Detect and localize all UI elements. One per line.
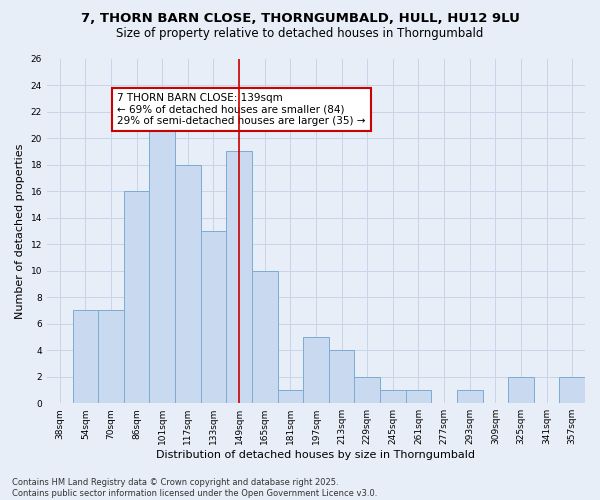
Text: 7, THORN BARN CLOSE, THORNGUMBALD, HULL, HU12 9LU: 7, THORN BARN CLOSE, THORNGUMBALD, HULL,…	[80, 12, 520, 26]
Bar	[329, 350, 355, 403]
Text: Contains HM Land Registry data © Crown copyright and database right 2025.
Contai: Contains HM Land Registry data © Crown c…	[12, 478, 377, 498]
Bar	[252, 270, 278, 403]
Bar	[98, 310, 124, 403]
Bar	[200, 231, 226, 403]
Bar	[278, 390, 303, 403]
Bar	[457, 390, 482, 403]
Bar	[559, 376, 585, 403]
X-axis label: Distribution of detached houses by size in Thorngumbald: Distribution of detached houses by size …	[157, 450, 475, 460]
Bar	[149, 125, 175, 403]
Text: 7 THORN BARN CLOSE: 139sqm
← 69% of detached houses are smaller (84)
29% of semi: 7 THORN BARN CLOSE: 139sqm ← 69% of deta…	[117, 93, 365, 126]
Bar	[508, 376, 534, 403]
Bar	[380, 390, 406, 403]
Text: Size of property relative to detached houses in Thorngumbald: Size of property relative to detached ho…	[116, 28, 484, 40]
Y-axis label: Number of detached properties: Number of detached properties	[15, 143, 25, 318]
Bar	[303, 337, 329, 403]
Bar	[175, 164, 200, 403]
Bar	[406, 390, 431, 403]
Bar	[226, 152, 252, 403]
Bar	[73, 310, 98, 403]
Bar	[124, 191, 149, 403]
Bar	[355, 376, 380, 403]
